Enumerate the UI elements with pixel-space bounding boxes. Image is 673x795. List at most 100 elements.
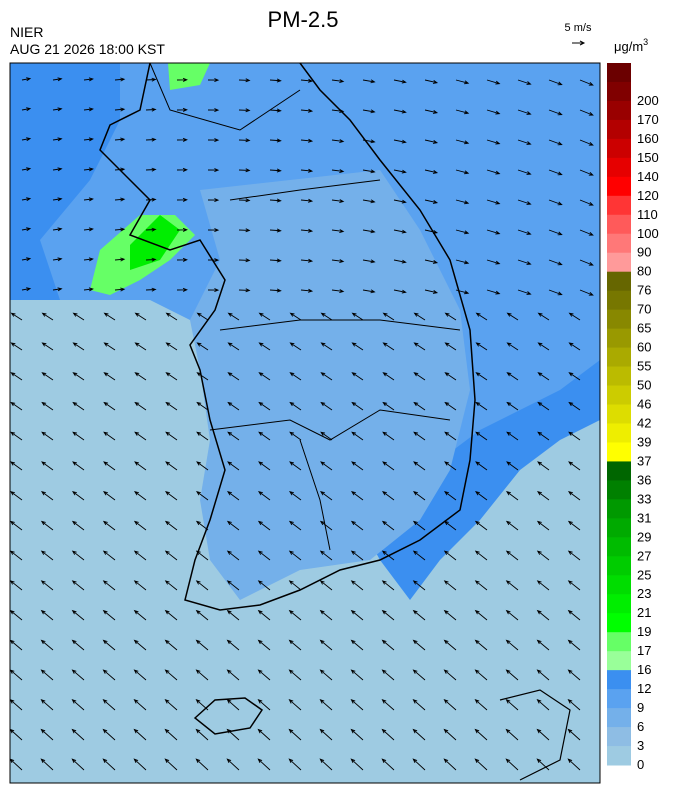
- colorbar-label: 76: [637, 283, 651, 298]
- wind-arrow: [300, 228, 314, 233]
- wind-arrow: [41, 312, 54, 321]
- wind-arrow: [21, 77, 32, 82]
- wind-arrow: [238, 228, 251, 233]
- wind-arrow: [424, 139, 439, 144]
- wind-arrow: [176, 167, 188, 172]
- colorbar-label: 42: [637, 415, 651, 430]
- unit: μg/m3: [614, 37, 648, 54]
- wind-arrow: [176, 287, 188, 292]
- wind-arrow: [289, 431, 302, 441]
- wind-arrow: [362, 79, 376, 84]
- wind-arrow: [195, 669, 209, 681]
- wind-arrow: [133, 758, 147, 771]
- wind-arrow: [103, 431, 116, 441]
- wind-arrow: [196, 431, 209, 441]
- wind-arrow: [83, 77, 94, 82]
- wind-arrow: [506, 461, 519, 471]
- wind-arrow: [548, 199, 563, 206]
- wind-arrow: [10, 491, 23, 501]
- wind-arrow: [227, 431, 240, 441]
- wind-arrow: [133, 580, 147, 591]
- wind-arrow: [40, 669, 54, 681]
- wind-arrow: [41, 372, 54, 381]
- wind-arrow: [71, 491, 85, 501]
- wind-arrow: [71, 669, 85, 681]
- wind-arrow: [505, 580, 519, 591]
- wind-arrow: [227, 312, 240, 321]
- coastline: [99, 63, 571, 781]
- wind-arrow: [289, 461, 302, 471]
- wind-arrow: [300, 78, 314, 83]
- wind-arrow: [536, 609, 550, 621]
- wind-arrow: [207, 228, 220, 233]
- wind-arrow: [517, 169, 532, 175]
- wind-arrow: [536, 491, 550, 501]
- wind-arrow: [227, 372, 240, 381]
- wind-arrow: [413, 431, 426, 441]
- wind-arrow: [83, 137, 94, 142]
- wind-arrow: [319, 699, 333, 711]
- wind-arrow: [114, 107, 126, 112]
- wind-arrow: [258, 461, 271, 471]
- wind-arrow: [579, 109, 594, 116]
- wind-arrow: [474, 758, 488, 771]
- wind-arrow: [505, 699, 519, 711]
- wind-arrow: [134, 431, 147, 441]
- wind-arrow: [71, 728, 85, 741]
- wind-arrow: [114, 137, 126, 142]
- wind-arrow: [412, 520, 426, 531]
- wind-arrow: [52, 77, 63, 82]
- wind-arrow: [443, 669, 457, 681]
- wind-arrow: [288, 669, 302, 681]
- wind-arrow: [102, 550, 116, 561]
- wind-arrow: [134, 401, 147, 411]
- colorbar-label: 46: [637, 397, 651, 412]
- wind-arrow: [505, 550, 519, 561]
- wind-arrow: [269, 288, 282, 293]
- wind-arrow: [114, 287, 126, 292]
- wind-arrow: [40, 728, 54, 741]
- wind-arrow: [381, 550, 395, 561]
- wind-arrow: [40, 580, 54, 591]
- wind-arrow: [289, 372, 302, 381]
- wind-arrow: [350, 758, 364, 771]
- wind-arrow: [10, 520, 23, 531]
- wind-arrow: [102, 491, 116, 501]
- wind-arrow: [196, 461, 209, 471]
- wind-arrow: [21, 197, 32, 202]
- wind-arrow: [72, 342, 85, 351]
- wind-arrow: [103, 372, 116, 381]
- colorbar-segment: [607, 613, 631, 633]
- wind-arrow: [164, 609, 178, 621]
- wind-arrow: [164, 639, 178, 651]
- wind-arrow: [393, 79, 407, 84]
- colorbar-segment: [607, 100, 631, 121]
- colorbar-label: 6: [637, 719, 644, 734]
- colorbar-segment: [607, 271, 631, 292]
- wind-arrow: [362, 109, 376, 114]
- wind-arrow: [145, 257, 157, 262]
- wind-arrow: [444, 461, 457, 471]
- wind-arrow: [393, 229, 407, 234]
- wind-arrow: [300, 258, 314, 263]
- wind-arrow: [455, 259, 470, 265]
- colorbar-label: 33: [637, 491, 651, 506]
- wind-arrow: [517, 139, 532, 145]
- wind-arrow: [40, 609, 54, 621]
- wind-arrow: [176, 197, 188, 202]
- wind-arrow: [176, 137, 188, 142]
- wind-arrow: [164, 728, 178, 741]
- wind-arrow: [381, 699, 395, 711]
- wind-arrow: [382, 342, 395, 351]
- wind-arrow: [40, 699, 54, 711]
- wind-arrow: [164, 669, 178, 681]
- wind-arrow: [40, 520, 54, 531]
- colorbar-segment: [607, 537, 631, 557]
- wind-arrow: [258, 372, 271, 381]
- colorbar-label: 29: [637, 529, 651, 544]
- wind-arrow: [486, 259, 501, 265]
- wind-arrow: [102, 639, 116, 651]
- wind-arrow: [226, 609, 240, 621]
- wind-arrow: [269, 78, 282, 83]
- wind-arrow: [133, 639, 147, 651]
